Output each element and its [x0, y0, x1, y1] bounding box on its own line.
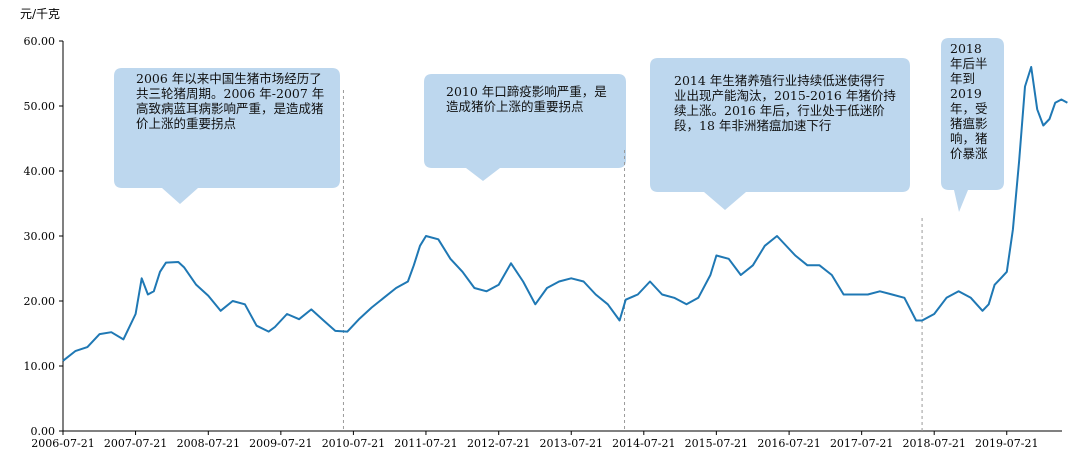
callout-bubbles: [114, 38, 1004, 212]
y-tick-label: 10.00: [24, 360, 56, 373]
x-tick-label: 2008-07-21: [177, 437, 240, 450]
y-tick-label: 20.00: [24, 295, 56, 308]
x-tick-label: 2007-07-21: [104, 437, 167, 450]
x-tick-label: 2018-07-21: [902, 437, 965, 450]
y-tick-label: 30.00: [24, 230, 56, 243]
callout-bubble-2006: [114, 68, 340, 204]
callout-text-2010: 2010 年口蹄疫影响严重，是造成猪价上涨的重要拐点: [446, 84, 607, 114]
x-tick-label: 2017-07-21: [830, 437, 893, 450]
callout-text-2018: 2018 年后半年到 2019 年，受猪瘟影响，猪价暴涨: [950, 41, 988, 161]
x-tick-label: 2010-07-21: [322, 437, 385, 450]
y-tick-label: 50.00: [24, 100, 56, 113]
series-line-pork-price: [62, 66, 1068, 362]
x-tick-label: 2016-07-21: [757, 437, 820, 450]
x-tick-label: 2012-07-21: [467, 437, 530, 450]
y-tick-label: 40.00: [24, 165, 56, 178]
x-tick-label: 2009-07-21: [249, 437, 312, 450]
x-tick-label: 2014-07-21: [612, 437, 675, 450]
callout-bubble-2018: [941, 38, 1004, 212]
y-unit-label: 元/千克: [20, 7, 60, 21]
x-tick-label: 2006-07-21: [31, 437, 94, 450]
callout-bubble-2010: [424, 74, 626, 181]
x-tick-label: 2015-07-21: [685, 437, 748, 450]
callout-text-2006: 2006 年以来中国生猪市场经历了共三轮猪周期。2006 年-2007 年高致病…: [136, 71, 325, 131]
x-tick-label: 2011-07-21: [394, 437, 457, 450]
y-tick-label: 60.00: [24, 35, 56, 48]
cycle-markers: [342, 90, 923, 431]
callout-bubble-2014: [650, 58, 910, 210]
x-tick-label: 2013-07-21: [540, 437, 603, 450]
y-tick-label: 0.00: [31, 425, 56, 438]
callout-text-2014: 2014 年生猪养殖行业持续低迷使得行业出现产能淘汰，2015-2016 年猪价…: [674, 73, 896, 133]
x-tick-label: 2019-07-21: [975, 437, 1038, 450]
axes: 0.00 10.00 20.00 30.00 40.00 50.00 60.00 2006-0…: [24, 35, 1062, 450]
